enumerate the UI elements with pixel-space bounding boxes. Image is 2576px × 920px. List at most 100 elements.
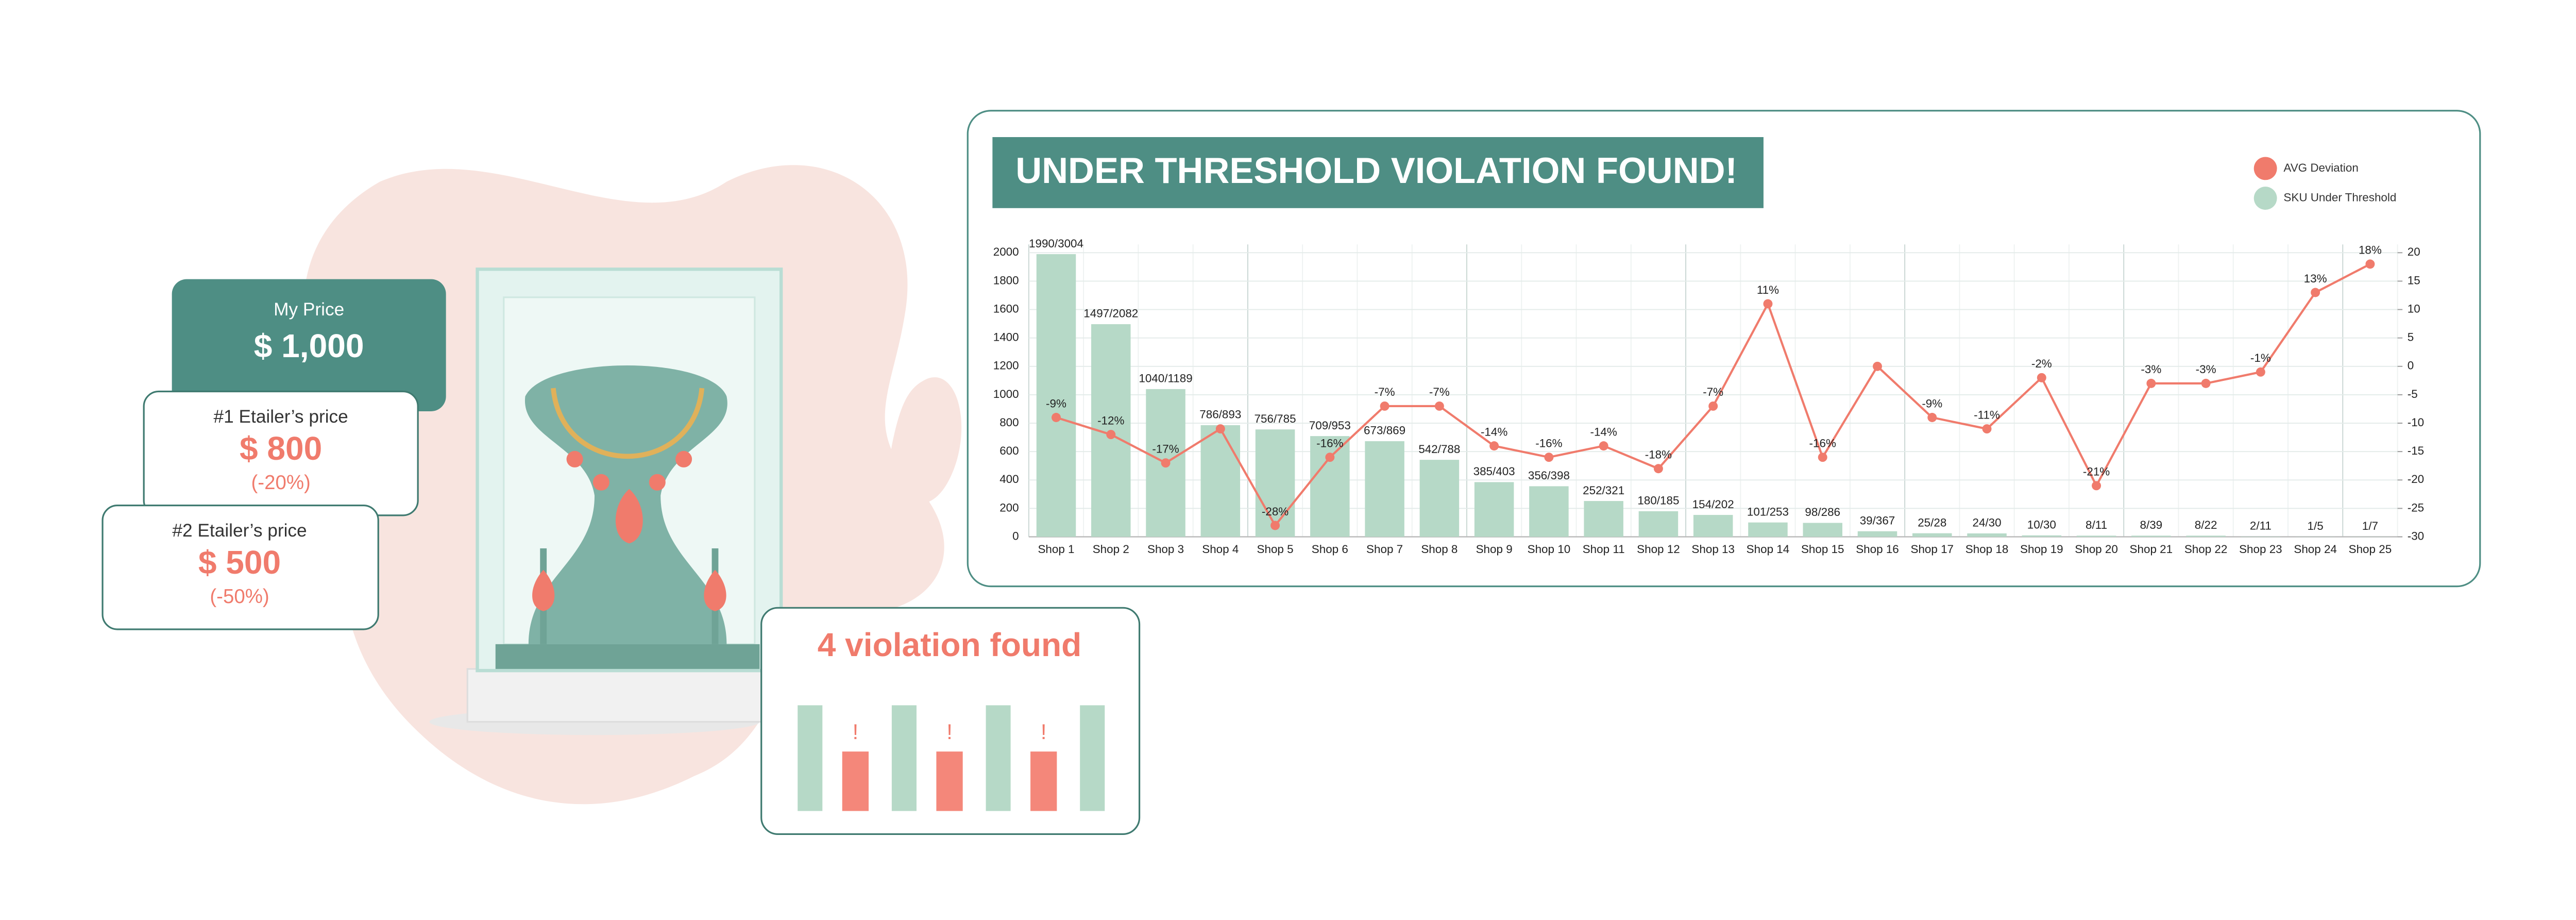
bar-label: 1040/1189 bbox=[1139, 372, 1192, 385]
x-tick-label: Shop 20 bbox=[2075, 543, 2118, 556]
line-label: -14% bbox=[1590, 425, 1617, 438]
line-point bbox=[1215, 424, 1225, 434]
alert: ! bbox=[1041, 720, 1047, 744]
title-box bbox=[992, 137, 1764, 208]
line-point bbox=[1434, 401, 1444, 411]
line-label: -17% bbox=[1152, 442, 1179, 455]
icon-bar-red bbox=[842, 751, 869, 811]
bar-label: 252/321 bbox=[1583, 484, 1624, 497]
bar-label: 1/5 bbox=[2308, 520, 2324, 532]
y2-tick-label: -5 bbox=[2408, 388, 2418, 400]
line-point bbox=[2037, 373, 2046, 382]
bar bbox=[2076, 536, 2116, 537]
y2-tick-label: -30 bbox=[2408, 529, 2424, 542]
line-label: 18% bbox=[2359, 244, 2382, 257]
line-label: -16% bbox=[1535, 437, 1562, 449]
bar bbox=[1967, 533, 2007, 537]
legend-swatch bbox=[2253, 157, 2277, 180]
line-point bbox=[1380, 401, 1389, 411]
y-tick-label: 1600 bbox=[993, 302, 1019, 315]
x-tick-label: Shop 5 bbox=[1257, 543, 1294, 556]
card-label: My Price bbox=[274, 299, 344, 320]
y2-tick-label: -25 bbox=[2408, 501, 2424, 514]
line-label: -16% bbox=[1316, 437, 1343, 449]
alert: ! bbox=[853, 720, 859, 744]
line-point bbox=[1052, 413, 1061, 422]
line-label: 11% bbox=[1757, 283, 1779, 296]
bar bbox=[1474, 482, 1514, 537]
x-tick-label: Shop 14 bbox=[1747, 543, 1790, 556]
bar-label: 1497/2082 bbox=[1083, 307, 1138, 320]
plot: 0200400600800100012001400160018002000-30… bbox=[993, 157, 2424, 556]
line-point bbox=[2256, 367, 2265, 377]
bar-label: 673/869 bbox=[1364, 424, 1405, 437]
line-point bbox=[1982, 424, 1992, 434]
card-change: (-50%) bbox=[210, 586, 269, 608]
y2-tick-label: -10 bbox=[2408, 416, 2424, 429]
line-point bbox=[1544, 453, 1554, 462]
line-point bbox=[2092, 481, 2102, 491]
y-tick-label: 600 bbox=[999, 444, 1019, 457]
x-tick-label: Shop 7 bbox=[1366, 543, 1403, 556]
card-price: $ 800 bbox=[240, 430, 322, 467]
line-point bbox=[2365, 259, 2375, 269]
bar-label: 101/253 bbox=[1747, 505, 1789, 518]
line-label: -16% bbox=[1809, 437, 1836, 449]
bar bbox=[2022, 535, 2062, 537]
bar bbox=[1200, 425, 1241, 537]
card-change: (-20%) bbox=[251, 472, 310, 494]
etailer-card bbox=[101, 505, 379, 630]
bar bbox=[1310, 436, 1350, 537]
bar bbox=[2186, 536, 2226, 537]
y-tick-label: 1800 bbox=[993, 274, 1019, 287]
x-tick-label: Shop 18 bbox=[1965, 543, 2009, 556]
x-tick-label: Shop 22 bbox=[2184, 543, 2228, 556]
icon-bar bbox=[1080, 705, 1105, 811]
bar bbox=[2131, 536, 2171, 537]
y-tick-label: 400 bbox=[999, 473, 1019, 486]
line-label: -3% bbox=[2196, 363, 2216, 376]
gem bbox=[566, 450, 583, 467]
bar bbox=[1584, 501, 1623, 537]
line-point bbox=[1763, 299, 1773, 309]
line-label: -2% bbox=[2031, 357, 2052, 370]
x-tick-label: Shop 13 bbox=[1691, 543, 1735, 556]
bar-label: 385/403 bbox=[1473, 465, 1515, 478]
x-tick-label: Shop 12 bbox=[1637, 543, 1680, 556]
bar bbox=[1748, 522, 1788, 537]
bar-label: 154/202 bbox=[1692, 498, 1734, 511]
y-tick-label: 800 bbox=[999, 416, 1019, 429]
bar-label: 542/788 bbox=[1418, 443, 1460, 456]
x-tick-label: Shop 19 bbox=[2020, 543, 2063, 556]
x-tick-label: Shop 17 bbox=[1910, 543, 1954, 556]
alert: ! bbox=[946, 720, 953, 744]
bar bbox=[1857, 531, 1897, 537]
x-tick-label: Shop 2 bbox=[1093, 543, 1129, 556]
gem bbox=[592, 474, 609, 491]
icon-bar bbox=[891, 705, 917, 811]
bar bbox=[1693, 515, 1733, 537]
line-label: -7% bbox=[1703, 386, 1723, 398]
x-tick-label: Shop 15 bbox=[1801, 543, 1844, 556]
bar bbox=[1803, 523, 1842, 537]
line-point bbox=[1873, 361, 1882, 371]
icon-bar bbox=[986, 705, 1011, 811]
line-label: -9% bbox=[1046, 397, 1066, 410]
line-label: -18% bbox=[1645, 448, 1672, 461]
legend-label: AVG Deviation bbox=[2283, 161, 2358, 174]
bar bbox=[1912, 533, 1952, 537]
earring bbox=[704, 570, 726, 611]
y-tick-label: 1400 bbox=[993, 331, 1019, 344]
gem bbox=[649, 474, 666, 491]
violation-title: 4 violation found bbox=[818, 626, 1082, 663]
line-label: -7% bbox=[1375, 386, 1395, 398]
necklace bbox=[551, 388, 705, 459]
x-tick-label: Shop 9 bbox=[1476, 543, 1513, 556]
line-point bbox=[1161, 458, 1171, 468]
x-tick-label: Shop 11 bbox=[1583, 543, 1625, 556]
my-price-card bbox=[172, 279, 446, 411]
bar-label: 8/39 bbox=[2140, 518, 2163, 531]
bar bbox=[1419, 460, 1460, 537]
line-label: -28% bbox=[1262, 505, 1289, 518]
